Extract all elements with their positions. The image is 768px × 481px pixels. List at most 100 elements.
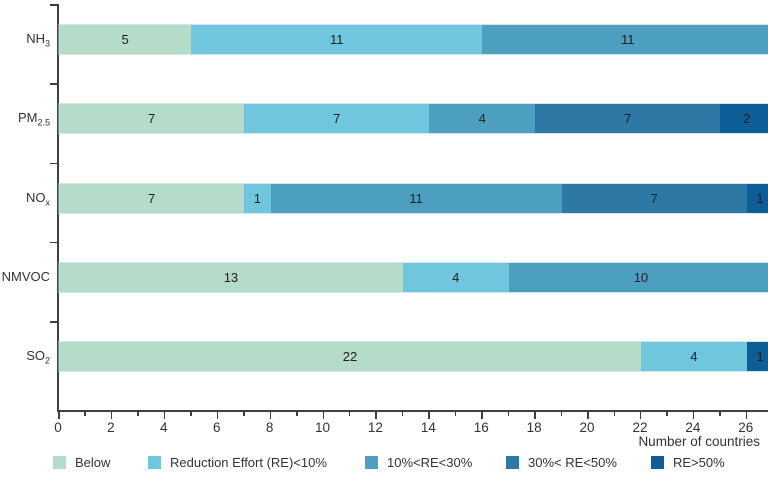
y-tick [50,321,58,323]
bar-value-label: 7 [624,111,632,127]
x-tick-label: 6 [212,420,221,435]
x-tick [110,412,113,419]
bar-value-label: 4 [690,349,698,364]
legend-swatch-icon [506,456,519,469]
x-tick [534,412,536,419]
bar-value-label: 7 [650,190,658,206]
legend-item: Below [53,455,110,470]
legend-label: Below [75,455,111,470]
x-tick [216,412,219,419]
bar-value-label: 13 [223,269,239,285]
bar-segment: 13 [59,262,403,292]
bar-value-label: 4 [478,111,486,127]
bar-row-so2: 22 4 1 [58,341,768,372]
bar-value-label: 11 [409,190,423,206]
bar-segment: 1 [746,183,768,213]
bar-value-label: 1 [756,190,764,206]
bar-value-label: 5 [121,32,129,47]
legend-label: 10%<RE<30% [387,455,473,470]
bar-segment: 7 [561,183,747,213]
bar-value-label: 11 [329,32,344,47]
x-tick [190,412,192,416]
x-tick [560,412,563,416]
bar-row-nox: 7 1 11 7 1 [58,182,768,214]
y-tick [50,241,58,244]
bar-value-label: 1 [756,349,764,364]
x-tick-label: 22 [632,420,648,435]
bar-value-label: 7 [333,111,341,127]
category-label-text: NO [26,189,46,205]
x-tick-label: 14 [420,420,436,435]
x-tick [454,412,457,416]
x-tick-label: 2 [107,420,115,435]
x-tick [163,412,166,419]
bar-value-label: 1 [253,190,261,206]
bar-segment: 10 [508,262,768,292]
bar-value-label: 2 [743,111,751,127]
x-tick-label: 20 [579,420,595,435]
category-label-text: SO [26,348,45,363]
category-label-nh3: NH3 [0,31,50,49]
legend-label: RE>50% [673,455,725,470]
x-tick [401,412,404,416]
category-label-text: NMVOC [1,268,50,284]
bar-value-label: 10 [633,269,649,285]
bar-row-nh3: 5 11 11 [58,24,768,55]
x-tick [507,412,510,416]
category-label-subscript: 2 [44,355,50,366]
legend-label: Reduction Effort (RE)<10% [170,455,327,470]
bar-segment: 4 [640,342,747,371]
bar-segment: 1 [244,183,271,213]
x-tick-label: 8 [265,420,274,435]
bar-row-pm2.5: 7 7 4 7 2 [58,103,768,135]
x-tick [269,412,272,419]
y-tick [50,83,58,85]
bar-segment: 1 [746,342,768,371]
category-label-subscript: 2.5 [37,117,50,128]
x-tick-label: 18 [526,420,542,435]
legend-swatch-icon [651,456,664,469]
x-tick [639,412,642,419]
bar-value-label: 4 [452,269,460,285]
x-tick [613,412,615,416]
bar-value-label: 7 [147,190,156,206]
x-tick [296,412,298,416]
x-tick [692,412,695,419]
category-label-pm2.5: PM2.5 [0,110,50,128]
x-tick-label: 24 [685,420,701,435]
legend-label: 30%< RE<50% [528,455,617,470]
bar-segment: 7 [244,104,430,134]
legend-item: RE>50% [651,455,725,470]
x-tick [243,412,245,416]
x-tick [745,412,748,419]
legend-item: 30%< RE<50% [506,455,617,470]
y-tick [50,162,58,164]
x-tick-label: 10 [315,420,331,435]
category-label-so2: SO2 [0,348,50,366]
bar-segment: 11 [270,183,562,213]
y-tick [50,4,58,6]
bar-value-label: 7 [147,111,156,127]
legend: Below Reduction Effort (RE)<10% 10%<RE<30%… [0,455,768,475]
legend-item: 10%<RE<30% [365,455,472,470]
x-tick [348,412,351,416]
x-tick [84,412,86,416]
bar-segment: 2 [720,104,768,134]
x-tick [719,412,721,416]
category-label-nmvoc: NMVOC [0,269,50,284]
x-tick-label: 12 [367,420,383,435]
bar-segment: 7 [535,104,721,134]
x-tick-label: 16 [473,420,489,435]
category-label-nox: NOx [0,190,50,208]
x-tick [375,412,377,419]
bar-segment: 4 [429,104,536,134]
x-tick [666,412,668,416]
x-tick [58,412,60,419]
category-label-text: PM [17,110,38,126]
bar-segment: 11 [482,25,768,54]
category-label-subscript: 3 [44,38,50,49]
x-tick [428,412,430,419]
x-tick [322,412,325,419]
category-label-text: NH [26,31,45,46]
